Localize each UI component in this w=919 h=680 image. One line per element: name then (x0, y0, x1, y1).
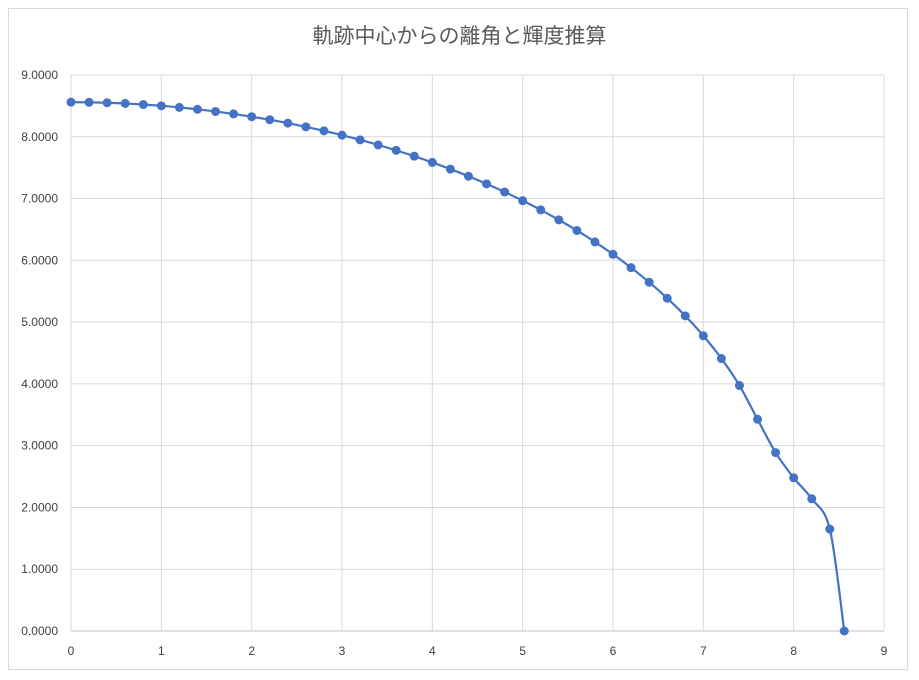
data-point (518, 196, 528, 206)
chart-title: 軌跡中心からの離角と輝度推算 (312, 24, 607, 48)
data-point (174, 102, 184, 112)
data-point (138, 100, 148, 110)
data-point (771, 448, 781, 458)
data-point (211, 106, 221, 116)
x-tick-label: 1 (158, 644, 165, 658)
x-tick-label: 9 (881, 644, 888, 658)
data-point (839, 626, 849, 636)
data-point (482, 179, 492, 189)
data-point (753, 414, 763, 424)
chart-frame (8, 8, 908, 670)
data-point (156, 101, 166, 111)
data-point (337, 130, 347, 140)
data-point (120, 98, 130, 108)
x-tick-label: 2 (248, 644, 255, 658)
data-point (789, 473, 799, 483)
data-point (698, 331, 708, 341)
x-tick-label: 4 (429, 644, 436, 658)
data-point (463, 171, 473, 181)
y-tick-label: 3.0000 (21, 439, 58, 453)
data-point (427, 157, 437, 167)
data-point (247, 112, 257, 122)
y-tick-label: 2.0000 (21, 500, 58, 514)
data-point (229, 109, 239, 119)
data-point (716, 354, 726, 364)
x-tick-label: 6 (610, 644, 617, 658)
data-point (84, 97, 94, 107)
data-point (590, 237, 600, 247)
y-tick-label: 7.0000 (21, 192, 58, 206)
data-point (66, 97, 76, 107)
y-tick-label: 0.0000 (21, 624, 58, 638)
axes (70, 75, 884, 632)
data-point (409, 151, 419, 161)
data-point (283, 118, 293, 128)
x-tick-label: 5 (519, 644, 526, 658)
data-point (680, 311, 690, 321)
data-point (807, 494, 817, 504)
data-point (391, 145, 401, 155)
data-point (825, 524, 835, 534)
data-point (445, 164, 455, 174)
series-line (70, 101, 846, 632)
y-tick-label: 8.0000 (21, 130, 58, 144)
data-point (500, 187, 510, 197)
series-group (66, 97, 849, 636)
data-point (572, 225, 582, 235)
data-point (608, 249, 618, 259)
data-point (301, 122, 311, 132)
data-point (626, 263, 636, 273)
x-tick-labels: 0 1 2 3 4 5 6 7 8 9 (68, 644, 888, 658)
x-tick-label: 7 (700, 644, 707, 658)
x-tick-label: 3 (339, 644, 346, 658)
data-point (319, 126, 329, 136)
data-point (265, 115, 275, 125)
y-tick-label: 1.0000 (21, 562, 58, 576)
y-tick-label: 9.0000 (21, 68, 58, 82)
x-tick-label: 8 (790, 644, 797, 658)
y-tick-labels: 0.0000 1.0000 2.0000 3.0000 4.0000 5.0000 6.00… (21, 68, 58, 638)
data-point (554, 215, 564, 225)
data-point (192, 104, 202, 114)
data-point (373, 140, 383, 150)
y-tick-label: 4.0000 (21, 377, 58, 391)
data-point (734, 381, 744, 391)
y-tick-label: 5.0000 (21, 315, 58, 329)
grid-lines (71, 74, 885, 631)
data-point (102, 98, 112, 108)
data-point (355, 135, 365, 145)
y-tick-label: 6.0000 (21, 253, 58, 267)
data-point (662, 293, 672, 303)
data-point (644, 277, 654, 287)
x-tick-label: 0 (68, 644, 75, 658)
data-point (536, 205, 546, 215)
